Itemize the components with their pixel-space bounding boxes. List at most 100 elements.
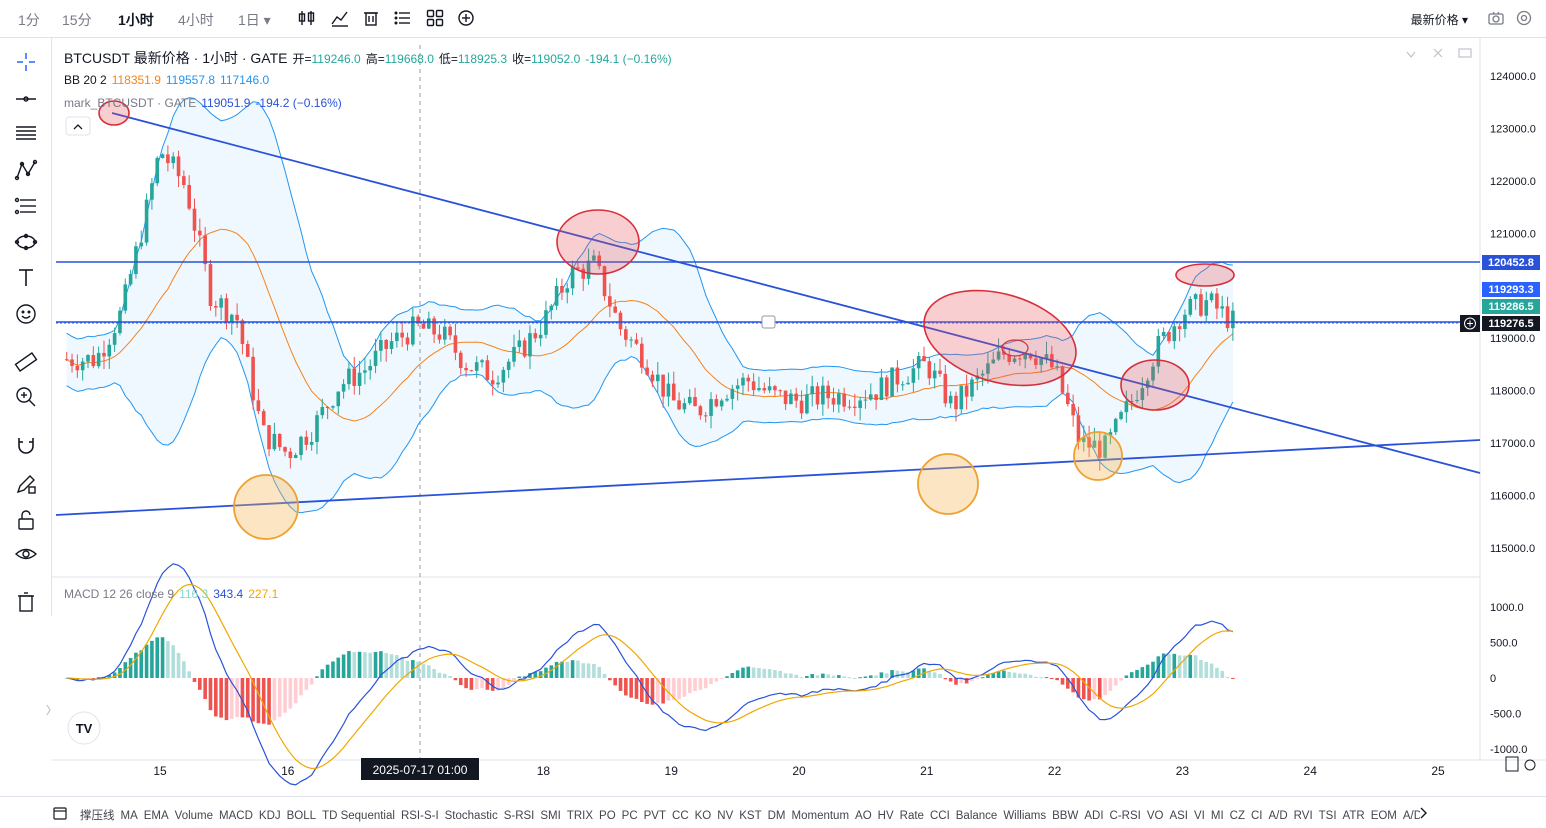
indicator-shortcut[interactable]: S-RSI <box>503 810 535 822</box>
delete-drawings-icon[interactable] <box>14 590 38 614</box>
indicator-shortcut[interactable]: KST <box>739 810 762 822</box>
indicator-shortcut[interactable]: Stochastic <box>444 810 498 822</box>
timeframe-1m[interactable]: 1分 <box>18 12 40 28</box>
indicator-shortcut[interactable]: BBW <box>1052 810 1079 822</box>
indicator-shortcut[interactable]: HV <box>877 810 894 822</box>
indicator-shortcut[interactable]: SMI <box>540 810 561 822</box>
indicator-shortcut[interactable]: CZ <box>1229 810 1245 822</box>
ruler-icon[interactable] <box>14 350 38 374</box>
timeframe-1h[interactable]: 1小时 <box>118 12 154 28</box>
text-tool-icon[interactable] <box>14 266 38 290</box>
macd-name[interactable]: MACD 12 26 close 9 <box>64 587 175 601</box>
symbol-title[interactable]: BTCUSDT 最新价格 · 1小时 · GATE <box>64 50 288 66</box>
bb-name[interactable]: BB 20 2 <box>64 73 107 87</box>
indicator-shortcut[interactable]: PC <box>621 810 638 822</box>
camera-icon[interactable] <box>1486 8 1506 28</box>
indicator-shortcut[interactable]: Momentum <box>791 810 850 822</box>
price-type-select[interactable]: 最新价格 ▾ <box>1410 13 1468 27</box>
indicator-shortcut[interactable]: KDJ <box>258 810 281 822</box>
indicator-shortcut[interactable]: VI <box>1194 810 1205 822</box>
trash-icon[interactable] <box>361 8 381 28</box>
indicator-shortcut[interactable]: A/D <box>1402 810 1420 822</box>
axis-settings-icon[interactable] <box>1505 756 1519 772</box>
indicator-shortcut[interactable]: Balance <box>955 810 998 822</box>
highlight-ellipse-red[interactable] <box>913 274 1087 402</box>
timeframe-1d[interactable]: 1日 ▾ <box>238 12 271 28</box>
ascending-trendline[interactable] <box>55 439 1481 516</box>
indicator-shortcut[interactable]: NV <box>717 810 734 822</box>
indicator-shortcut[interactable]: EOM <box>1370 810 1397 822</box>
timeframe-4h[interactable]: 4小时 <box>178 12 214 28</box>
indicator-shortcut[interactable]: ASI <box>1169 810 1188 822</box>
indicator-shortcut[interactable]: C-RSI <box>1109 810 1141 822</box>
highlight-ellipse-red[interactable] <box>1001 339 1029 357</box>
indicator-shortcut[interactable]: CI <box>1251 810 1263 822</box>
arrow-down-icon[interactable] <box>1406 51 1416 58</box>
indicator-shortcut[interactable]: 撑压线 <box>80 810 115 822</box>
indicators-icon[interactable] <box>330 8 350 28</box>
candles-icon[interactable] <box>297 8 317 28</box>
indicator-shortcut[interactable]: MI <box>1210 810 1224 822</box>
collapse-legend-button[interactable] <box>65 116 91 136</box>
pattern-tool-icon[interactable] <box>14 158 38 182</box>
indicator-shortcut[interactable]: AO <box>855 810 872 822</box>
crosshair-icon[interactable] <box>14 50 38 74</box>
indicator-shortcut[interactable]: DM <box>767 810 786 822</box>
indicator-shortcut[interactable]: VO <box>1146 810 1164 822</box>
indicator-shortcut[interactable]: Rate <box>899 810 924 822</box>
eye-icon[interactable] <box>14 542 38 566</box>
indicator-shortcut[interactable]: ATR <box>1342 810 1365 822</box>
indicator-shortcut[interactable]: BOLL <box>286 810 317 822</box>
highlight-circle-orange[interactable] <box>917 453 979 515</box>
horizontal-line-tool-icon[interactable] <box>14 87 38 111</box>
list-icon[interactable] <box>393 8 413 28</box>
maximize-pane-icon[interactable] <box>1458 48 1472 58</box>
highlight-circle-orange[interactable] <box>233 474 299 540</box>
highlight-ellipse-red[interactable] <box>1120 359 1190 411</box>
highlight-ellipse-red[interactable] <box>1175 263 1235 287</box>
indicator-shortcut[interactable]: Williams <box>1003 810 1047 822</box>
indicator-shortcut[interactable]: TSI <box>1318 810 1337 822</box>
highlight-circle-orange[interactable] <box>1073 431 1123 481</box>
auto-scale-icon[interactable] <box>1524 759 1536 771</box>
magnet-icon[interactable] <box>14 434 38 458</box>
shapes-tool-icon[interactable] <box>14 230 38 254</box>
emoji-icon[interactable] <box>14 302 38 326</box>
indicator-shortcut[interactable]: MA <box>120 810 138 822</box>
indicator-shortcut[interactable]: PO <box>599 810 616 822</box>
indicator-shortcut[interactable]: CC <box>672 810 689 822</box>
time-axis[interactable]: 1516171819202122232425 <box>153 764 1445 778</box>
timeframe-15m[interactable]: 15分 <box>62 12 92 28</box>
layout-grid-icon[interactable] <box>425 8 445 28</box>
indicator-shortcut[interactable]: TRIX <box>566 810 594 822</box>
price-axis[interactable]: 124000.0 123000.0 122000.0 121000.0 119000.0… <box>1490 71 1536 555</box>
lock-icon[interactable] <box>14 508 38 532</box>
descending-trendline[interactable] <box>111 112 1481 474</box>
indicator-shortcut[interactable]: MACD <box>219 810 253 822</box>
close-pane-icon[interactable] <box>1433 48 1443 58</box>
parallel-lines-tool-icon[interactable] <box>14 121 38 145</box>
indicator-shortcut[interactable]: A/D <box>1268 810 1288 822</box>
zoom-icon[interactable] <box>14 385 38 409</box>
indicator-shortcut[interactable]: CCI <box>929 810 950 822</box>
mark-name[interactable]: mark_BTCUSDT · GATE <box>64 96 197 110</box>
fib-tool-icon[interactable] <box>14 194 38 218</box>
pencil-lock-icon[interactable] <box>14 472 38 496</box>
chevron-left-icon[interactable] <box>46 704 51 716</box>
calendar-icon[interactable] <box>52 805 68 821</box>
indicator-shortcut[interactable]: PVT <box>643 810 667 822</box>
indicator-shortcut[interactable]: RVI <box>1293 810 1313 822</box>
highlight-ellipse-red[interactable] <box>98 100 130 126</box>
chart-area[interactable]: 124000.0 123000.0 122000.0 121000.0 119000.0… <box>0 0 1546 796</box>
settings-gear-icon[interactable] <box>1514 8 1534 28</box>
indicator-shortcut[interactable]: Volume <box>174 810 214 822</box>
indicator-shortcut[interactable]: ADI <box>1084 810 1104 822</box>
indicator-shortcut[interactable]: EMA <box>143 810 169 822</box>
indicator-shortcut[interactable]: TD Sequential <box>322 810 395 822</box>
line-handle[interactable] <box>761 315 776 329</box>
macd-axis[interactable]: 1000.0 500.0 0 -500.0 -1000.0 <box>1490 602 1527 756</box>
add-circle-icon[interactable] <box>456 8 476 28</box>
chevron-right-icon[interactable] <box>1418 806 1430 820</box>
tradingview-logo[interactable] <box>67 711 101 745</box>
indicator-shortcut[interactable]: KO <box>694 810 712 822</box>
